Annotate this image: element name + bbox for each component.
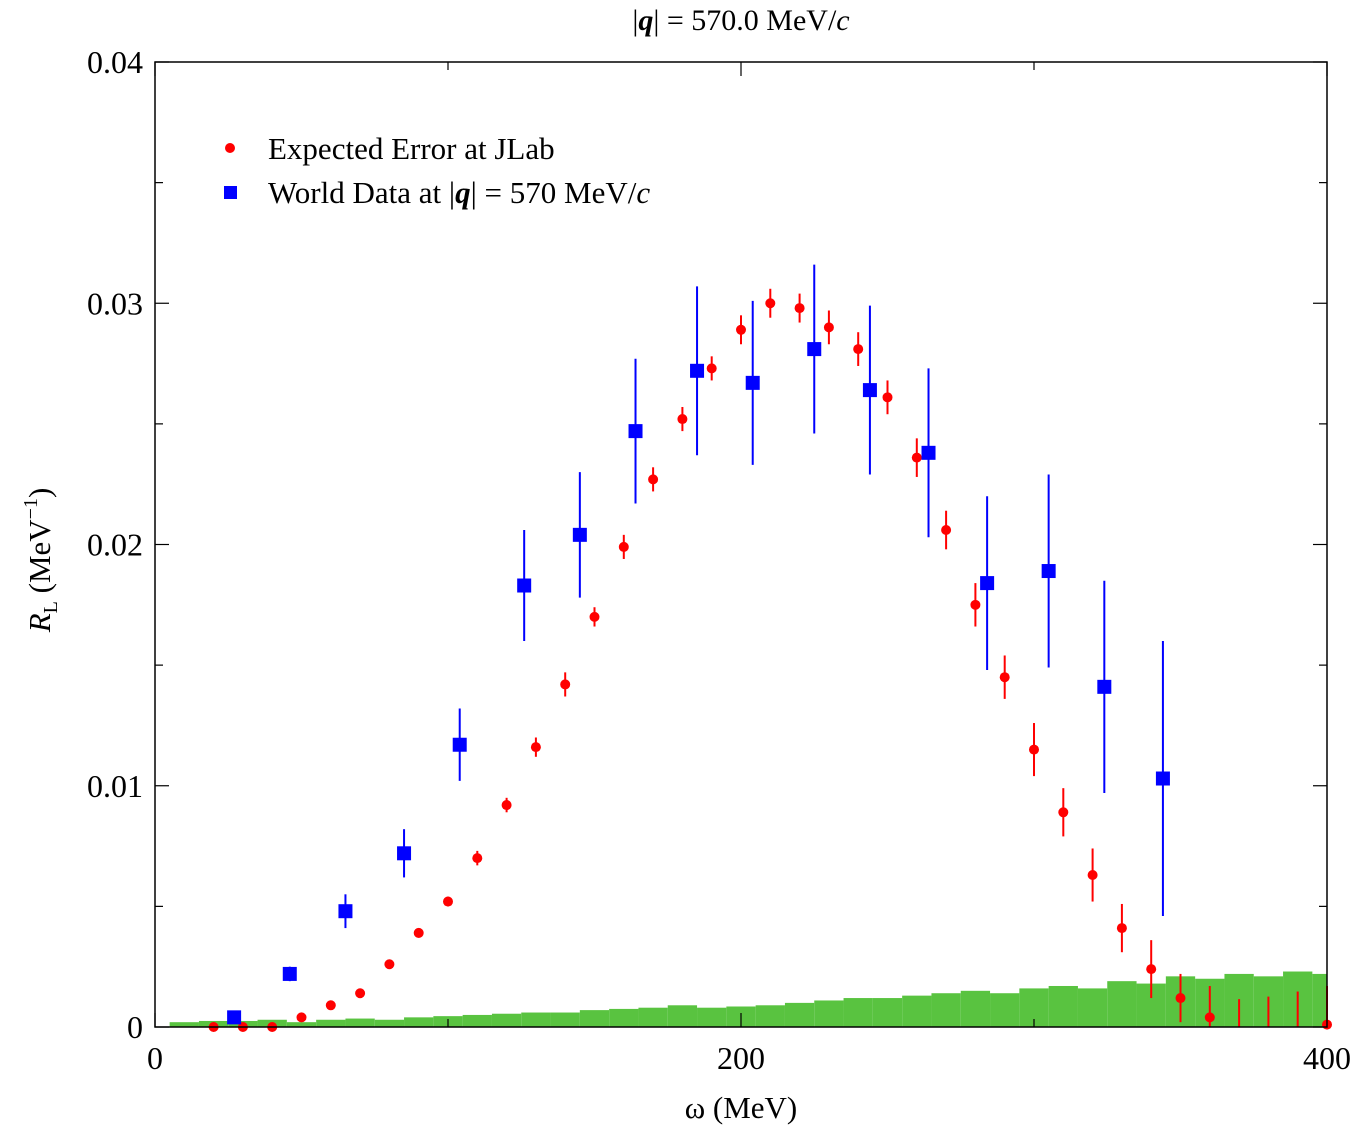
- legend: Expected Error at JLab World Data at |q|…: [224, 131, 650, 210]
- data-point: [325, 1000, 336, 1011]
- data-point: [1087, 870, 1098, 881]
- band-bin: [609, 1008, 639, 1027]
- band-bin: [286, 1022, 317, 1027]
- data-point: [1155, 771, 1170, 786]
- data-point: [794, 303, 805, 314]
- legend-marker-world-data: [224, 186, 237, 199]
- data-point: [862, 383, 877, 398]
- band-bin: [843, 998, 873, 1027]
- band-bin: [1048, 985, 1078, 1027]
- data-point: [970, 599, 981, 610]
- data-point: [1116, 923, 1127, 934]
- legend-label-expected-error: Expected Error at JLab: [268, 131, 555, 166]
- data-point: [1175, 993, 1186, 1004]
- band-bin: [345, 1018, 375, 1027]
- data-point: [882, 392, 893, 403]
- data-point: [1029, 744, 1039, 755]
- x-tick-label: 400: [1303, 1040, 1351, 1076]
- legend-marker-expected-error: [225, 143, 235, 153]
- data-point: [413, 927, 424, 938]
- x-axis-label: ω (MeV): [685, 1090, 798, 1125]
- data-point: [1097, 679, 1112, 694]
- y-tick-label: 0.03: [87, 285, 143, 321]
- band-bin: [1312, 973, 1327, 1027]
- band-bin: [755, 1005, 785, 1027]
- band-bin: [697, 1007, 727, 1027]
- x-tick-label: 200: [717, 1040, 765, 1076]
- band-bin: [1077, 988, 1108, 1027]
- band-bin: [462, 1014, 492, 1027]
- background-band: [169, 971, 1327, 1027]
- data-point: [355, 988, 366, 999]
- data-point: [560, 679, 571, 690]
- plot-frame: [154, 61, 1328, 1028]
- data-point: [572, 527, 587, 542]
- data-point: [736, 324, 746, 335]
- data-point: [1041, 564, 1056, 579]
- band-bin: [814, 1000, 844, 1027]
- data-point: [648, 474, 659, 485]
- band-bin: [990, 993, 1020, 1027]
- chart-title: |q| = 570.0 MeV/c: [632, 4, 849, 37]
- band-bin: [638, 1007, 668, 1027]
- y-tick-label: 0: [127, 1009, 143, 1045]
- data-point: [690, 363, 705, 378]
- data-point: [296, 1012, 307, 1023]
- band-bin: [579, 1010, 610, 1027]
- data-point: [397, 846, 412, 861]
- y-axis-label: RL (MeV−1): [20, 488, 62, 634]
- band-bin: [931, 993, 961, 1027]
- data-point: [384, 959, 395, 970]
- band-bin: [316, 1019, 346, 1027]
- band-bin: [374, 1019, 405, 1027]
- data-point: [765, 298, 776, 309]
- data-point: [589, 611, 600, 622]
- data-point: [999, 672, 1010, 683]
- series-world-data: [227, 264, 1170, 1025]
- legend-label-world-data: World Data at |q| = 570 MeV/c: [268, 175, 650, 210]
- data-point: [980, 576, 995, 591]
- band-bin: [1107, 981, 1137, 1027]
- y-tick-label: 0.02: [87, 527, 143, 563]
- data-point: [823, 322, 834, 333]
- band-bin: [902, 995, 932, 1027]
- data-point: [618, 541, 629, 552]
- band-bin: [667, 1005, 698, 1027]
- y-tick-label: 0.04: [87, 44, 143, 80]
- band-bin: [169, 1022, 199, 1027]
- band-bin: [491, 1013, 522, 1027]
- data-point: [227, 1010, 242, 1025]
- data-point: [1058, 807, 1069, 818]
- x-tick-label: 0: [147, 1040, 163, 1076]
- data-point: [501, 800, 512, 811]
- band-bin: [960, 990, 991, 1027]
- band-bin: [784, 1002, 815, 1027]
- data-point: [911, 452, 922, 463]
- band-bin: [404, 1017, 434, 1027]
- data-point: [677, 414, 688, 425]
- data-point: [472, 853, 483, 864]
- data-point: [1146, 964, 1157, 975]
- data-point: [517, 578, 532, 593]
- band-bin: [521, 1012, 551, 1027]
- data-point: [282, 966, 297, 981]
- data-point: [452, 737, 467, 752]
- band-bin: [872, 998, 903, 1027]
- data-point: [628, 424, 643, 439]
- series-expected-error: [208, 288, 1332, 1032]
- data-point: [853, 344, 864, 355]
- data-point: [745, 375, 760, 390]
- data-point: [941, 525, 952, 536]
- data-point: [706, 363, 717, 374]
- data-point: [443, 896, 453, 907]
- data-point: [1204, 1012, 1215, 1023]
- axis-tick-labels: 0 200 400 0 0.01 0.02 0.03 0.04: [87, 44, 1351, 1076]
- band-bin: [550, 1012, 580, 1027]
- data-point: [530, 742, 541, 753]
- data-point: [338, 904, 353, 919]
- data-point: [807, 342, 822, 357]
- data-point: [921, 445, 936, 460]
- y-tick-label: 0.01: [87, 768, 143, 804]
